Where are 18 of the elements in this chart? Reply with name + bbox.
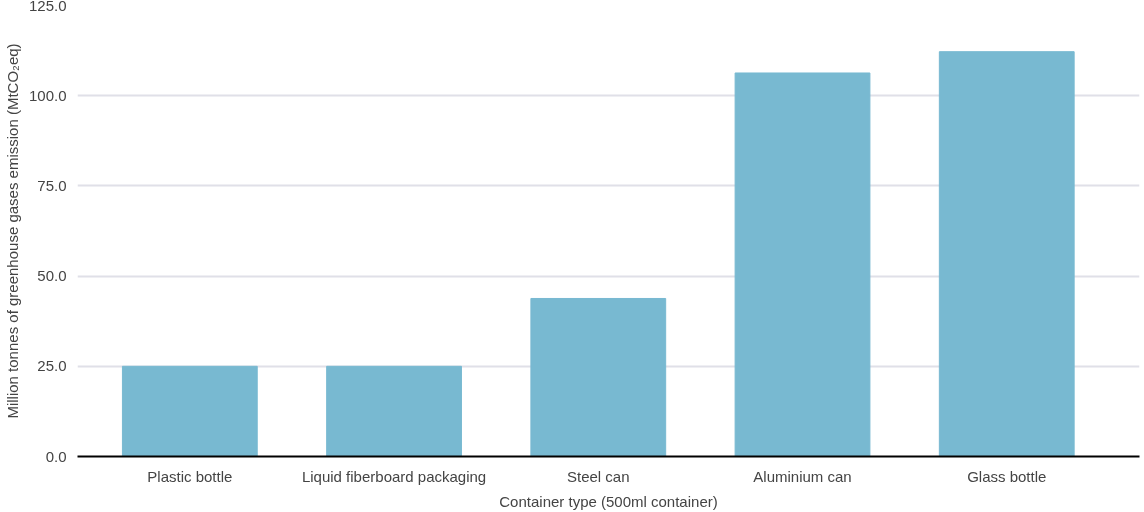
x-tick-label: Plastic bottle	[147, 467, 233, 485]
y-tick-label: 50.0	[37, 267, 67, 285]
y-tick-label: 75.0	[37, 176, 67, 194]
bar	[938, 51, 1075, 457]
x-tick-label: Steel can	[567, 467, 630, 485]
bar	[530, 297, 667, 457]
y-axis-title: Million tonnes of greenhouse gases emission (MtCO₂eq)	[3, 43, 21, 419]
x-tick-label: Glass bottle	[967, 467, 1047, 485]
x-tick-label: Aluminium can	[753, 467, 852, 485]
y-tick-label: 100.0	[28, 86, 67, 104]
y-tick-label: 0.0	[45, 447, 67, 465]
x-axis-title: Container type (500ml container)	[499, 492, 718, 510]
y-tick-label: 25.0	[37, 357, 67, 375]
y-tick-label: 125.0	[28, 0, 67, 14]
bar	[121, 365, 258, 457]
bar	[734, 72, 871, 457]
x-tick-label: Liquid fiberboard packaging	[301, 467, 487, 485]
bar	[326, 365, 462, 457]
